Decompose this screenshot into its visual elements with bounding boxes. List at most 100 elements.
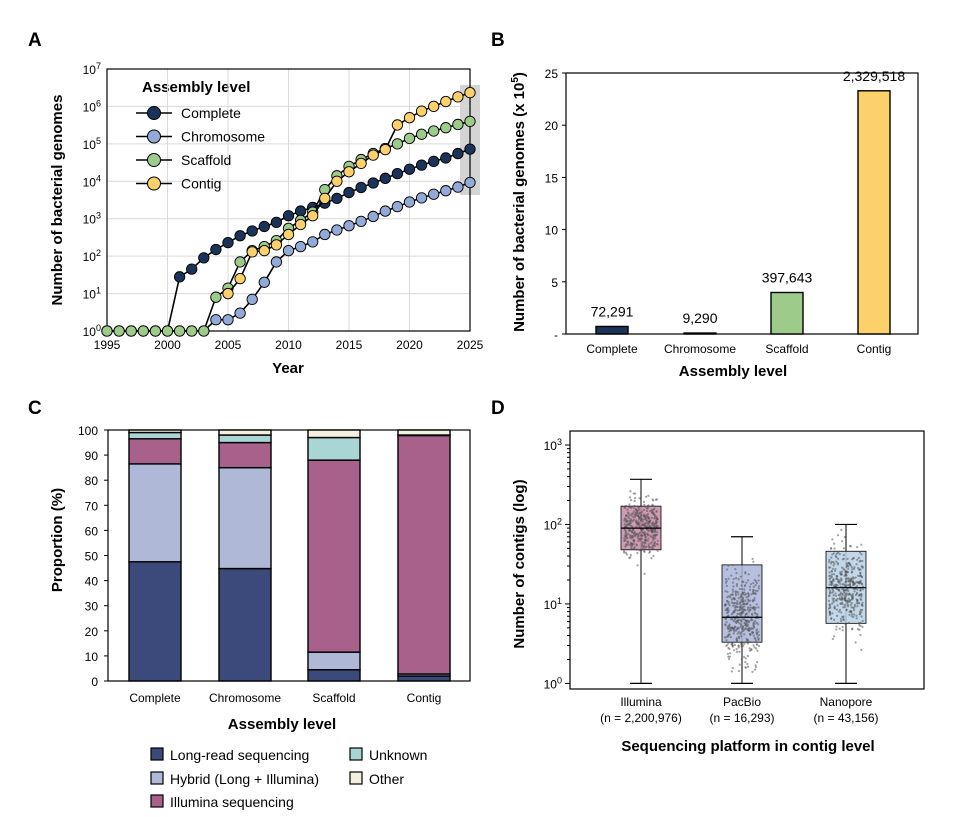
jitter-point (650, 535, 653, 538)
x-tick-label: Scaffold (312, 691, 355, 705)
jitter-point (633, 540, 636, 543)
jitter-point (651, 546, 654, 550)
jitter-point (632, 492, 635, 495)
jitter-point (749, 583, 753, 586)
data-point (415, 105, 428, 117)
jitter-point (740, 584, 743, 587)
jitter-point (628, 503, 631, 506)
jitter-point (832, 594, 835, 597)
jitter-point (858, 613, 861, 616)
jitter-point (739, 604, 742, 607)
data-point (391, 119, 404, 131)
jitter-point (651, 524, 654, 527)
jitter-point (624, 545, 627, 548)
jitter-point (644, 514, 647, 517)
data-point (428, 188, 440, 200)
data-point (452, 118, 464, 131)
jitter-point (740, 631, 743, 634)
jitter-point (629, 499, 633, 502)
jitter-point (834, 594, 838, 598)
jitter-point (731, 666, 734, 670)
panel-a-xlabel: Year (272, 360, 304, 377)
jitter-point (756, 649, 759, 652)
jitter-point (751, 632, 754, 635)
data-point (343, 220, 355, 232)
jitter-point (653, 543, 656, 546)
jitter-point (727, 577, 730, 580)
jitter-point (856, 566, 860, 570)
jitter-point (849, 577, 852, 580)
jitter-point (641, 542, 644, 545)
y-tick-label-base: 10 (83, 63, 97, 77)
jitter-point (631, 525, 634, 528)
jitter-point (838, 608, 842, 611)
jitter-point (736, 632, 739, 635)
data-point (270, 239, 283, 251)
jitter-point (856, 588, 859, 591)
jitter-point (753, 597, 756, 600)
jitter-point (736, 612, 739, 616)
bar-value-label: 397,643 (762, 269, 813, 285)
y-tick-label-exp: 7 (96, 61, 101, 71)
data-point (234, 273, 246, 285)
jitter-point (653, 525, 656, 528)
y-tick-label-exp: 2 (96, 248, 101, 258)
jitter-point (835, 577, 838, 580)
jitter-point (753, 607, 756, 611)
jitter-point (842, 618, 846, 621)
jitter-point (841, 616, 845, 619)
jitter-point (835, 625, 838, 628)
jitter-point (859, 568, 862, 571)
data-point (222, 236, 234, 249)
jitter-point (843, 589, 846, 592)
jitter-point (735, 583, 739, 586)
jitter-point (828, 574, 831, 578)
y-tick-label-exp: 3 (96, 211, 101, 221)
data-point (294, 240, 307, 253)
jitter-point (854, 576, 857, 579)
jitter-point (623, 528, 627, 531)
x-tick-label: 2015 (336, 338, 363, 352)
jitter-point (737, 644, 740, 647)
jitter-point (856, 605, 859, 608)
x-tick-label: Complete (129, 691, 181, 705)
jitter-point (848, 592, 851, 595)
jitter-point (644, 533, 647, 536)
jitter-point (625, 514, 629, 517)
x-tick-label: Scaffold (765, 342, 808, 356)
jitter-point (634, 535, 637, 538)
jitter-point (732, 604, 735, 608)
jitter-point (840, 528, 843, 531)
jitter-point (651, 544, 654, 547)
plot-frame (106, 68, 471, 332)
y-tick-label: 102 (83, 248, 101, 264)
jitter-point (829, 566, 832, 569)
jitter-point (744, 657, 747, 660)
jitter-point (624, 504, 628, 507)
jitter-point (655, 534, 658, 537)
jitter-point (849, 581, 852, 584)
y-tick-label-exp: 2 (557, 516, 562, 526)
jitter-point (626, 508, 629, 511)
jitter-point (733, 620, 736, 623)
jitter-point (727, 655, 730, 658)
data-point (440, 122, 452, 134)
jitter-point (851, 597, 854, 600)
jitter-point (732, 602, 735, 605)
jitter-point (858, 628, 861, 631)
jitter-point (729, 596, 732, 599)
jitter-point (749, 604, 752, 607)
jitter-point (628, 522, 631, 526)
jitter-point (645, 536, 648, 539)
jitter-point (840, 595, 843, 598)
jitter-point (629, 556, 632, 559)
jitter-point (736, 619, 739, 622)
jitter-point (830, 583, 833, 586)
y-tick-label: 30 (85, 600, 99, 614)
jitter-point (841, 629, 844, 632)
jitter-point (842, 606, 845, 609)
x-tick-label: 1995 (94, 338, 121, 352)
data-point (294, 205, 307, 217)
data-point (331, 224, 343, 236)
jitter-point (840, 540, 844, 543)
